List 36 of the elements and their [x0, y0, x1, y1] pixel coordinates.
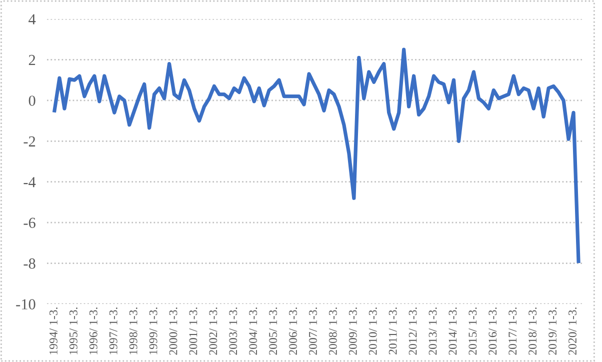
x-tick-label: 2001/ 1-3.	[189, 308, 198, 355]
x-tick-label: 1998/ 1-3.	[129, 308, 138, 354]
line-series	[52, 48, 580, 264]
y-tick-label: 4	[28, 14, 36, 24]
y-tick-label: -2	[24, 136, 36, 146]
x-tick-label: 1996/ 1-3.	[89, 308, 98, 354]
y-tick-label: -10	[16, 299, 36, 310]
x-tick-label: 2011/ 1-3.	[388, 308, 397, 354]
y-tick-label: -4	[24, 177, 36, 188]
x-tick-label: 2019/ 1-3.	[548, 308, 557, 355]
x-tick-label: 2008/ 1-3.	[328, 308, 337, 355]
x-tick-label: 2013/ 1-3.	[428, 308, 437, 355]
x-tick-label: 2020/ 1-3.	[568, 308, 577, 355]
x-tick-label: 2002/ 1-3.	[209, 308, 218, 355]
x-tick-label: 2006/ 1-3.	[289, 308, 298, 355]
y-tick-label: -8	[24, 258, 36, 269]
x-tick-label: 1997/ 1-3.	[109, 308, 118, 354]
x-tick-label: 1999/ 1-3.	[149, 308, 158, 354]
x-tick-label: 2017/ 1-3.	[508, 308, 517, 355]
x-tick-label: 2016/ 1-3.	[488, 308, 497, 355]
x-tick-label: 1994/ 1-3.	[50, 308, 58, 354]
x-tick-label: 2007/ 1-3.	[308, 308, 318, 355]
x-tick-label: 2018/ 1-3.	[528, 308, 537, 355]
y-tick-label: -6	[24, 218, 36, 228]
x-tick-label: 2014/ 1-3.	[448, 308, 457, 355]
x-tick-label: 2003/ 1-3.	[229, 308, 238, 355]
x-tick-label: 2005/ 1-3.	[269, 308, 278, 355]
x-tick-label: 2010/ 1-3.	[368, 308, 377, 355]
x-tick-label: 2015/ 1-3.	[468, 308, 477, 355]
y-tick-label: 2	[28, 54, 36, 66]
x-tick-label: 2004/ 1-3.	[249, 308, 258, 355]
x-tick-label: 2009/ 1-3.	[348, 308, 357, 355]
x-tick-label: 2000/ 1-3.	[169, 308, 178, 355]
x-tick-label: 2012/ 1-3.	[408, 308, 417, 355]
y-tick-label: 0	[28, 96, 36, 106]
x-tick-label: 1995/ 1-3.	[69, 308, 78, 354]
